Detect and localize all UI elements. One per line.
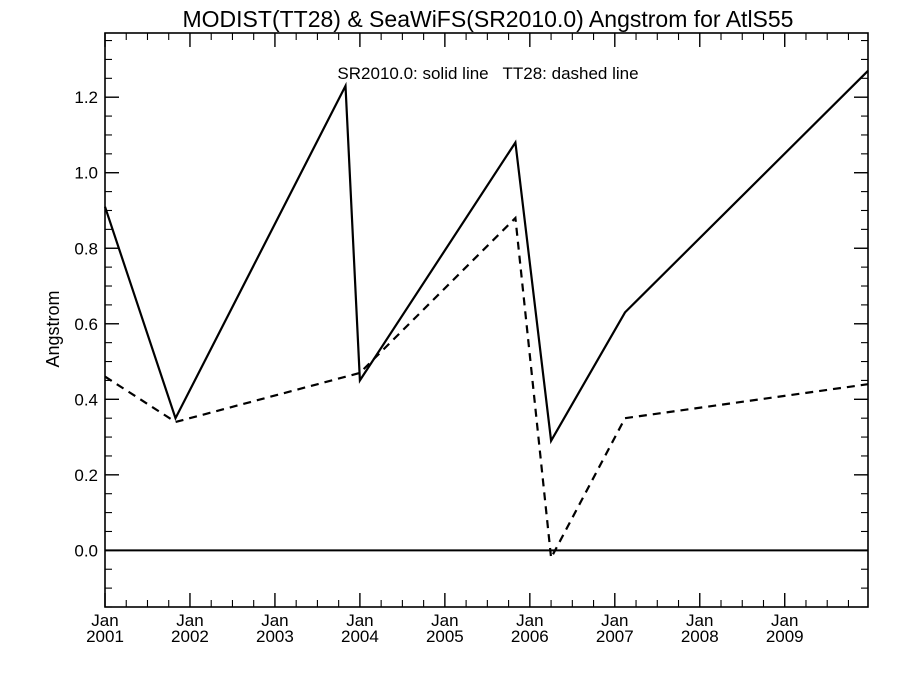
legend-note: SR2010.0: solid line TT28: dashed line	[337, 64, 638, 83]
x-tick-year-label: 2007	[596, 627, 634, 646]
x-tick-month-label: Jan	[516, 611, 543, 630]
y-tick-label: 0.6	[74, 315, 98, 334]
x-tick-year-label: 2001	[86, 627, 124, 646]
x-tick-year-label: 2003	[256, 627, 294, 646]
x-tick-month-label: Jan	[431, 611, 458, 630]
x-tick-year-label: 2006	[511, 627, 549, 646]
plot-frame	[104, 32, 869, 608]
tt28-series-line	[104, 215, 869, 562]
x-tick-month-label: Jan	[91, 611, 118, 630]
y-tick-label: 0.2	[74, 466, 98, 485]
series-lines	[103, 70, 869, 562]
x-tick-month-label: Jan	[601, 611, 628, 630]
x-tick-year-label: 2004	[341, 627, 379, 646]
x-tick-year-label: 2002	[171, 627, 209, 646]
y-tick-label: 0.0	[74, 541, 98, 560]
x-tick-month-label: Jan	[346, 611, 373, 630]
x-tick-month-label: Jan	[686, 611, 713, 630]
y-tick-label: 1.0	[74, 164, 98, 183]
x-tick-month-label: Jan	[771, 611, 798, 630]
y-tick-label: 0.4	[74, 390, 98, 409]
y-tick-label: 1.2	[74, 88, 98, 107]
x-tick-month-label: Jan	[261, 611, 288, 630]
x-tick-year-label: 2005	[426, 627, 464, 646]
y-axis-label: Angstrom	[43, 290, 63, 367]
x-tick-year-label: 2008	[681, 627, 719, 646]
y-tick-label: 0.8	[74, 239, 98, 258]
sr2010-0-series-line	[103, 70, 869, 445]
x-tick-year-label: 2009	[766, 627, 804, 646]
x-tick-month-label: Jan	[176, 611, 203, 630]
axis-ticks: 0.00.20.40.60.81.01.2Jan2001Jan2002Jan20…	[74, 33, 868, 646]
chart-title: MODIST(TT28) & SeaWiFS(SR2010.0) Angstro…	[183, 6, 794, 32]
